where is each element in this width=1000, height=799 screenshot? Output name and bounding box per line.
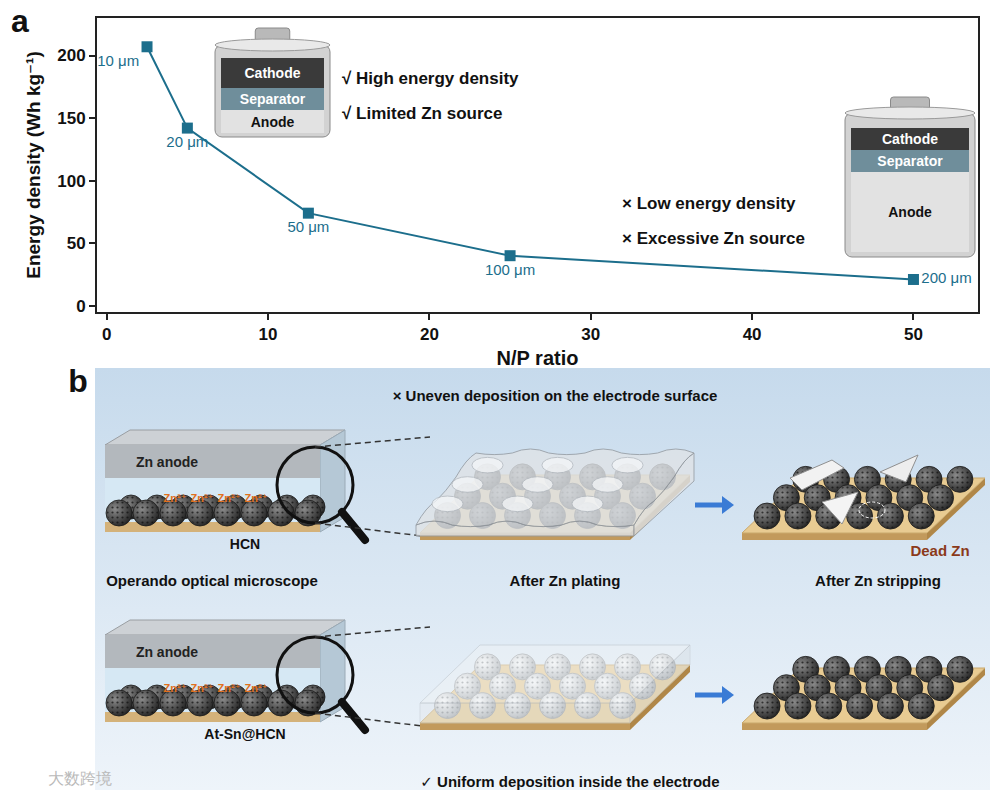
svg-text:10 μm: 10 μm — [97, 52, 139, 69]
svg-text:✓ Uniform deposition inside th: ✓ Uniform deposition inside the electrod… — [420, 773, 719, 790]
svg-text:0: 0 — [102, 325, 111, 344]
svg-text:Separator: Separator — [877, 153, 943, 169]
svg-text:Zn²⁺: Zn²⁺ — [191, 682, 214, 694]
svg-text:20: 20 — [420, 325, 439, 344]
svg-text:Dead Zn: Dead Zn — [910, 542, 969, 559]
svg-text:100: 100 — [57, 172, 85, 191]
svg-text:√ Limited Zn source: √ Limited Zn source — [342, 104, 502, 123]
svg-text:× Uneven deposition on the ele: × Uneven deposition on the electrode sur… — [393, 387, 718, 404]
svg-text:Anode: Anode — [888, 204, 932, 220]
svg-text:Anode: Anode — [251, 114, 295, 130]
svg-text:× Low energy density: × Low energy density — [622, 194, 796, 213]
svg-text:Zn²⁺: Zn²⁺ — [218, 682, 241, 694]
svg-text:a: a — [11, 3, 29, 39]
svg-text:Zn²⁺: Zn²⁺ — [164, 492, 187, 504]
svg-text:200 μm: 200 μm — [921, 269, 971, 286]
svg-text:Zn²⁺: Zn²⁺ — [218, 492, 241, 504]
svg-text:100 μm: 100 μm — [485, 261, 535, 278]
svg-text:20 μm: 20 μm — [166, 133, 208, 150]
svg-text:50 μm: 50 μm — [287, 218, 329, 235]
svg-text:Cathode: Cathode — [245, 65, 301, 81]
svg-text:After Zn stripping: After Zn stripping — [815, 572, 941, 589]
svg-text:200: 200 — [57, 46, 85, 65]
svg-text:HCN: HCN — [230, 536, 260, 552]
svg-text:Zn anode: Zn anode — [136, 644, 198, 660]
svg-text:大数跨境: 大数跨境 — [48, 770, 112, 787]
svg-text:50: 50 — [904, 325, 923, 344]
svg-text:40: 40 — [743, 325, 762, 344]
svg-text:N/P ratio: N/P ratio — [497, 347, 579, 369]
svg-text:Cathode: Cathode — [882, 131, 938, 147]
svg-text:Operando optical microscope: Operando optical microscope — [106, 572, 318, 589]
svg-text:After Zn plating: After Zn plating — [510, 572, 621, 589]
svg-text:0: 0 — [76, 297, 85, 316]
svg-text:Zn²⁺: Zn²⁺ — [245, 492, 268, 504]
svg-text:150: 150 — [57, 109, 85, 128]
svg-text:Zn²⁺: Zn²⁺ — [164, 682, 187, 694]
svg-text:Zn²⁺: Zn²⁺ — [245, 682, 268, 694]
svg-text:50: 50 — [67, 234, 86, 253]
svg-text:Zn²⁺: Zn²⁺ — [191, 492, 214, 504]
svg-text:10: 10 — [259, 325, 278, 344]
svg-text:b: b — [68, 363, 88, 399]
svg-text:Energy density (Wh kg⁻¹): Energy density (Wh kg⁻¹) — [23, 51, 44, 279]
svg-text:30: 30 — [581, 325, 600, 344]
svg-text:√ High energy density: √ High energy density — [342, 69, 519, 88]
svg-text:Separator: Separator — [240, 91, 306, 107]
svg-text:At-Sn@HCN: At-Sn@HCN — [204, 726, 285, 742]
svg-text:× Excessive Zn source: × Excessive Zn source — [622, 229, 805, 248]
svg-text:Zn anode: Zn anode — [136, 454, 198, 470]
